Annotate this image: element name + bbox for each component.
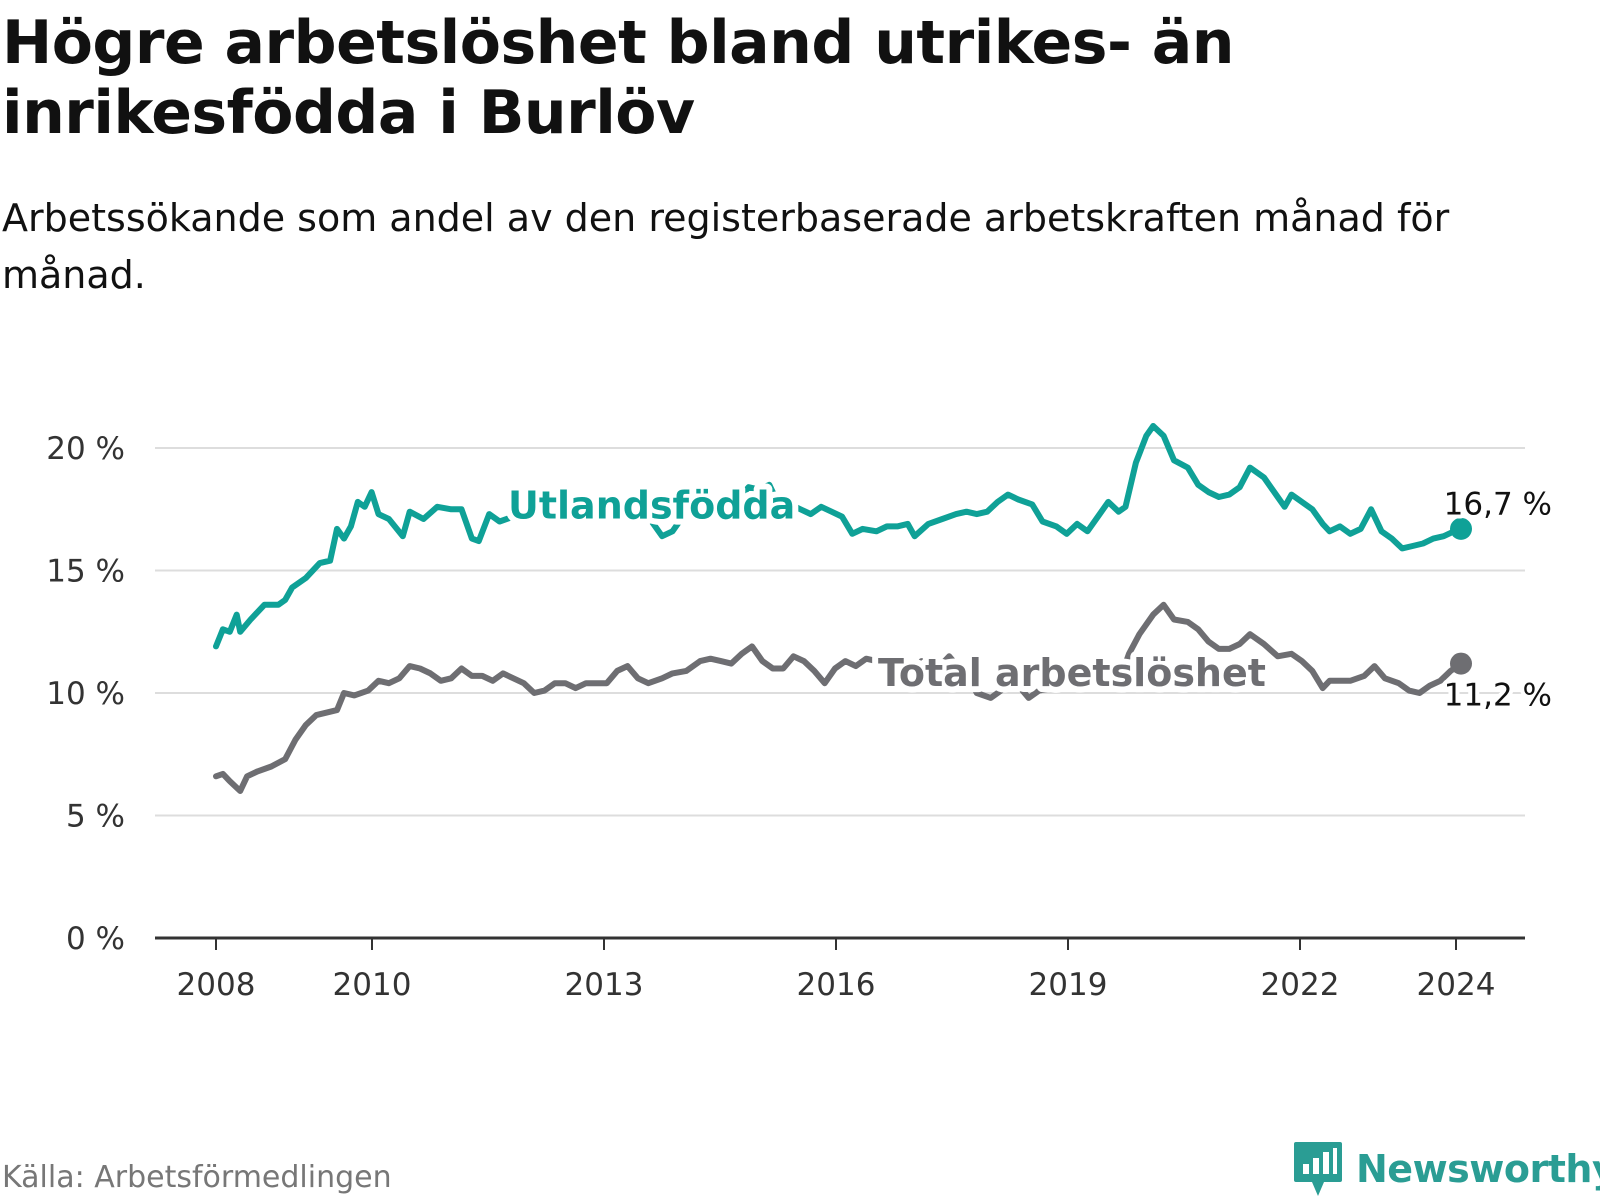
series-label-utlandsfodda: Utlandsfödda <box>508 484 795 528</box>
x-tick-label: 2016 <box>797 967 876 1003</box>
y-tick-label: 10 % <box>46 676 125 712</box>
x-tick-label: 2022 <box>1261 967 1340 1003</box>
end-point-utlandsfodda <box>1450 517 1472 540</box>
end-label-total: 11,2 % <box>1444 677 1552 713</box>
end-label-utlandsfodda: 16,7 % <box>1444 486 1552 522</box>
bar-chart-speech-bubble-icon <box>1294 1142 1342 1196</box>
chart-subtitle: Arbetssökande som andel av den registerb… <box>2 196 1450 297</box>
series-label-total: Total arbetslöshet <box>878 651 1266 695</box>
chart-title: Högre arbetslöshet bland utrikes- än inr… <box>2 8 1234 148</box>
series-layer <box>213 423 1472 794</box>
source-note: Källa: Arbetsförmedlingen <box>2 1160 392 1195</box>
y-tick-label: 5 % <box>66 799 125 835</box>
series-line-total <box>213 601 1464 794</box>
line-chart: 0 %5 %10 %15 %20 % 2008 2010 2013 2016 2019 2… <box>46 423 1556 1003</box>
y-tick-label: 0 % <box>66 921 125 957</box>
y-tick-label: 15 % <box>46 554 125 590</box>
x-tick-label: 2013 <box>565 967 644 1003</box>
brand-name: Newsworthy <box>1356 1147 1600 1191</box>
x-tick-label: 2024 <box>1417 967 1496 1003</box>
x-tick-label: 2019 <box>1029 967 1108 1003</box>
x-axis: 2008 2010 2013 2016 2019 2022 2024 <box>155 936 1525 1003</box>
x-tick-label: 2008 <box>177 967 256 1003</box>
x-tick-label: 2010 <box>333 967 412 1003</box>
series-line-utlandsfodda <box>213 423 1464 650</box>
grid-layer: 0 % 5 % 10 % 15 % 20 % <box>46 431 1525 957</box>
brand-logo[interactable]: Newsworthy <box>1292 1140 1600 1198</box>
end-point-total <box>1450 652 1472 675</box>
y-tick-label: 20 % <box>46 431 125 467</box>
label-layer: Utlandsfödda Total arbetslöshet 16,7 % 11,2… <box>502 478 1556 718</box>
